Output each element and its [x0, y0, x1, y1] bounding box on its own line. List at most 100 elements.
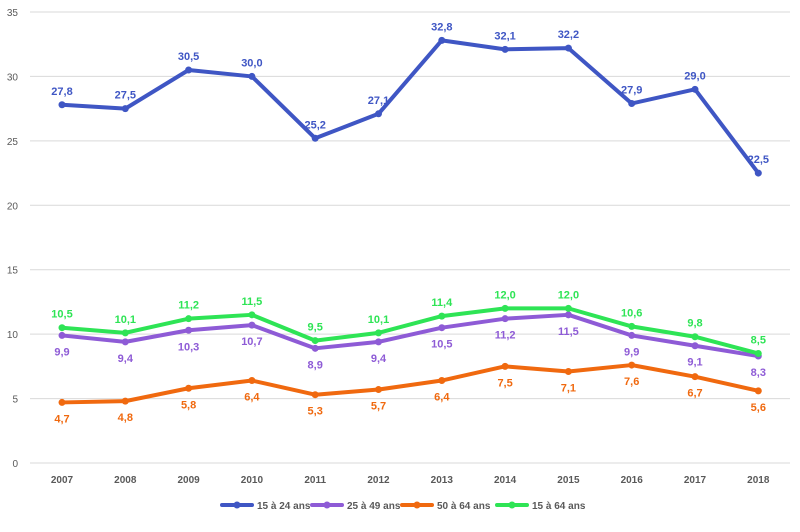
data-point: [564, 311, 572, 319]
x-axis-ticks: 2007 2008 2009 2010 2011 2012 2013 2014 2015 2016…: [51, 475, 770, 486]
data-point: [438, 36, 446, 44]
data-label: 30,0: [241, 57, 262, 69]
data-point: [311, 391, 319, 399]
x-tick-label: 2015: [557, 475, 580, 486]
legend-marker: [413, 501, 421, 509]
data-label: 11,5: [558, 326, 579, 338]
y-tick-label: 5: [12, 395, 18, 406]
legend-label: 15 à 64 ans: [532, 501, 586, 512]
data-label: 10,6: [621, 307, 642, 319]
legend-marker: [323, 501, 331, 509]
y-tick-label: 0: [12, 459, 18, 470]
data-label: 6,4: [244, 392, 260, 404]
data-point: [58, 331, 66, 339]
data-point: [121, 338, 129, 346]
data-point: [185, 66, 193, 74]
y-tick-label: 10: [7, 330, 19, 341]
data-label: 32,1: [494, 30, 515, 42]
legend-label: 25 à 49 ans: [347, 501, 401, 512]
x-tick-label: 2014: [494, 475, 517, 486]
data-label: 4,7: [54, 413, 69, 425]
data-point: [501, 45, 509, 53]
legend-marker: [508, 501, 516, 509]
x-tick-label: 2017: [684, 475, 707, 486]
y-tick-label: 30: [7, 72, 19, 83]
data-point: [58, 398, 66, 406]
data-point: [754, 349, 762, 357]
data-label: 30,5: [178, 51, 199, 63]
data-point: [691, 333, 699, 341]
data-point: [691, 342, 699, 350]
data-label: 32,2: [558, 29, 579, 41]
data-point: [628, 331, 636, 339]
data-point: [58, 101, 66, 109]
data-label: 12,0: [558, 289, 579, 301]
x-tick-label: 2018: [747, 475, 770, 486]
data-label: 7,1: [561, 383, 576, 395]
data-label: 10,5: [431, 339, 452, 351]
data-point: [501, 315, 509, 323]
data-label: 6,4: [434, 392, 450, 404]
series-line: [60, 38, 761, 176]
legend-marker: [233, 501, 241, 509]
data-label: 32,8: [431, 21, 452, 33]
data-label: 27,9: [621, 84, 642, 96]
data-label: 5,7: [371, 401, 386, 413]
legend: 15 à 24 ans 25 à 49 ans 50 à 64 ans 15 à 64…: [220, 501, 586, 512]
data-point: [501, 362, 509, 370]
data-point: [248, 377, 256, 385]
data-label: 10,1: [368, 314, 389, 326]
data-point: [438, 377, 446, 385]
data-point: [628, 322, 636, 330]
data-point: [185, 315, 193, 323]
series-group: [58, 36, 762, 406]
series-line: [60, 306, 761, 356]
data-point: [438, 324, 446, 332]
data-point: [185, 326, 193, 334]
data-point: [248, 72, 256, 80]
data-point: [691, 85, 699, 93]
data-label: 11,5: [241, 296, 262, 308]
data-label: 27,8: [51, 86, 72, 98]
data-point: [564, 44, 572, 52]
data-label: 7,6: [624, 376, 639, 388]
x-tick-label: 2007: [51, 475, 74, 486]
data-label: 9,4: [371, 353, 387, 365]
data-label: 7,5: [497, 377, 512, 389]
y-tick-label: 25: [7, 137, 19, 148]
data-label: 4,8: [118, 412, 133, 424]
data-label: 6,7: [687, 388, 702, 400]
data-label: 9,4: [118, 353, 134, 365]
y-tick-label: 20: [7, 201, 19, 212]
data-point: [121, 397, 129, 405]
data-point: [375, 110, 382, 118]
data-label: 10,3: [178, 341, 199, 353]
data-point: [121, 105, 129, 113]
data-point: [311, 344, 319, 352]
data-label: 12,0: [494, 289, 515, 301]
series-line: [60, 312, 761, 359]
data-point: [185, 384, 193, 392]
data-label: 8,5: [751, 334, 766, 346]
data-label: 10,1: [115, 314, 136, 326]
data-point: [691, 373, 699, 381]
x-tick-label: 2013: [431, 475, 454, 486]
data-point: [754, 169, 762, 177]
data-point: [501, 304, 509, 312]
data-point: [628, 99, 636, 107]
x-tick-label: 2016: [621, 475, 644, 486]
data-label: 5,3: [308, 406, 323, 418]
legend-label: 50 à 64 ans: [437, 501, 491, 512]
x-tick-label: 2008: [114, 475, 137, 486]
data-label: 11,4: [431, 297, 453, 309]
y-tick-label: 35: [7, 8, 19, 19]
x-tick-label: 2010: [241, 475, 264, 486]
data-point: [754, 387, 762, 395]
data-label: 11,2: [178, 300, 199, 312]
data-point: [438, 312, 446, 320]
data-label: 27,5: [115, 90, 136, 102]
y-tick-label: 15: [7, 266, 19, 277]
data-label: 8,3: [751, 367, 766, 379]
data-point: [58, 324, 66, 332]
